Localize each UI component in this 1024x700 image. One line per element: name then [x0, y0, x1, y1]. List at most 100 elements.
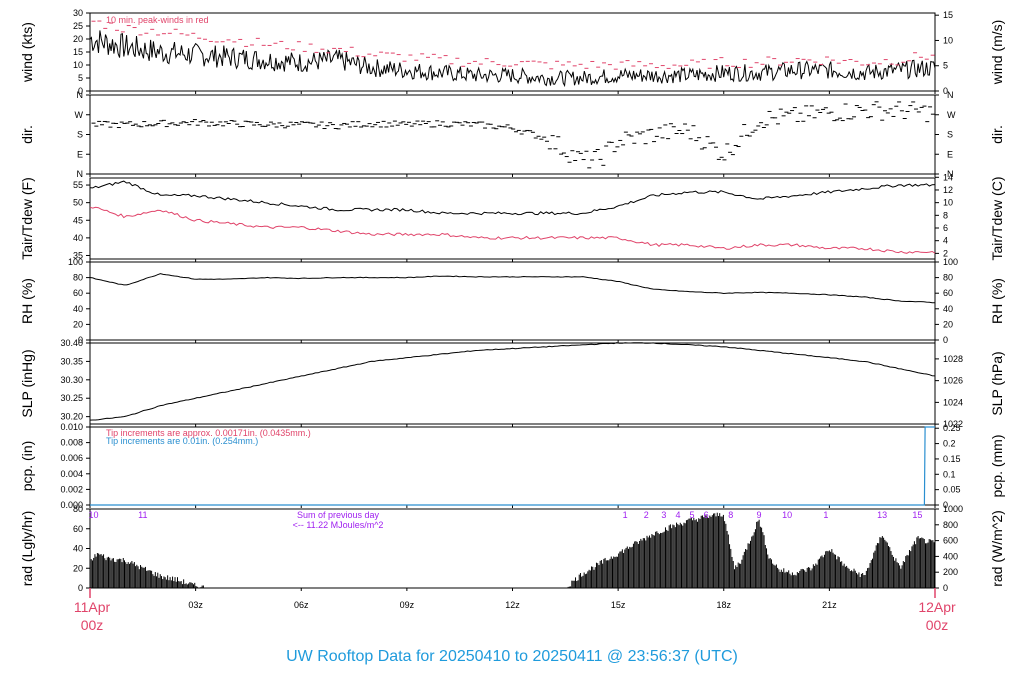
rad-ylabel-left: rad (Lgly/hr) [19, 511, 35, 586]
rh-line-0 [89, 273, 936, 304]
wind-ytick-label-right: 5 [943, 61, 948, 71]
slp-ytick-label-right: 1028 [943, 354, 963, 364]
rad-ytick-label-left: 20 [73, 563, 83, 573]
rad-ytick-label-left: 40 [73, 544, 83, 554]
pcp-ytick-label-left: 0.002 [60, 484, 83, 494]
wind-ytick-label-left: 20 [73, 34, 83, 44]
dir-ytick-label-left: N [77, 169, 84, 179]
wind-ylabel-right: wind (m/s) [989, 20, 1005, 86]
rad-annotation-value: <-- 11.22 MJoules/m^2 [293, 520, 384, 530]
rad-ytick-label-right: 600 [943, 536, 958, 546]
temp-ytick-label-right: 6 [943, 223, 948, 233]
slp-line-0 [89, 342, 936, 421]
x-start-date: 11Apr [74, 599, 111, 615]
rad-ytick-label-left: 80 [73, 504, 83, 514]
wind-ytick-label-left: 15 [73, 47, 83, 57]
slp-ytick-label-left: 30.30 [60, 375, 83, 385]
temp-ytick-label-left: 50 [73, 198, 83, 208]
rad-hour-marker: 5 [690, 510, 695, 520]
pcp-ytick-label-right: 0 [943, 500, 948, 510]
temp-ytick-label-left: 35 [73, 250, 83, 260]
rh-ytick-label-left: 100 [68, 257, 83, 267]
temp-ytick-label-left: 45 [73, 215, 83, 225]
pcp-ytick-label-left: 0.000 [60, 500, 83, 510]
pcp-ylabel-right: pcp. (mm) [989, 435, 1005, 498]
temp-ytick-label-right: 10 [943, 198, 953, 208]
slp-ylabel-right: SLP (hPa) [989, 351, 1005, 415]
wind-ytick-label-right: 15 [943, 10, 953, 20]
rad-hour-marker: 3 [661, 510, 666, 520]
x-tick-label: 18z [716, 600, 731, 610]
x-start-hour: 00z [81, 617, 104, 633]
slp-ytick-label-right: 1022 [943, 419, 963, 429]
temp-ytick-label-right: 12 [943, 185, 953, 195]
temp-ytick-label-right: 4 [943, 236, 948, 246]
dir-frame [89, 94, 936, 175]
pcp-ytick-label-left: 0.004 [60, 469, 83, 479]
rh-frame [89, 261, 936, 341]
dir-ytick-label-right: W [947, 110, 956, 120]
rad-hour-marker: 13 [877, 510, 887, 520]
rad-ylabel-right: rad (W/m^2) [989, 510, 1005, 587]
rad-ytick-label-left: 60 [73, 524, 83, 534]
rh-ytick-label-right: 80 [943, 273, 953, 283]
rad-hour-marker: 2 [644, 510, 649, 520]
dir-ytick-label-left: S [77, 130, 83, 140]
wind-ytick-label-right: 10 [943, 35, 953, 45]
rad-hour-marker: 1 [623, 510, 628, 520]
x-tick-label: 21z [822, 600, 837, 610]
wind-ytick-label-left: 25 [73, 21, 83, 31]
wind-frame [89, 12, 936, 92]
rad-ytick-label-right: 800 [943, 520, 958, 530]
rh-ytick-label-right: 0 [943, 335, 948, 345]
wind-ytick-label-left: 30 [73, 8, 83, 18]
rad-hour-marker: 15 [912, 510, 922, 520]
rad-hour-marker: 11 [138, 510, 147, 520]
dir-ytick-label-left: N [77, 90, 84, 100]
rh-ytick-label-right: 20 [943, 319, 953, 329]
slp-frame [89, 342, 936, 425]
temp-ytick-label-left: 40 [73, 233, 83, 243]
dir-ytick-label-right: N [947, 169, 954, 179]
temp-ylabel-left: Tair/Tdew (F) [19, 177, 35, 259]
dir-ytick-label-left: E [77, 149, 83, 159]
temp-ytick-label-left: 55 [73, 180, 83, 190]
wind-ytick-label-right: 0 [943, 86, 948, 96]
page-title: UW Rooftop Data for 20250410 to 20250411… [286, 648, 738, 665]
temp-line-0 [89, 180, 936, 216]
pcp-ylabel-left: pcp. (in) [19, 441, 35, 492]
pcp-ytick-label-right: 0.2 [943, 439, 956, 449]
wind-ytick-label-left: 5 [78, 73, 83, 83]
rad-annotation-sum: Sum of previous day [297, 510, 380, 520]
rh-ytick-label-left: 60 [73, 288, 83, 298]
slp-ytick-label-left: 30.20 [60, 412, 83, 422]
temp-ytick-label-right: 2 [943, 248, 948, 258]
rh-ytick-label-left: 40 [73, 304, 83, 314]
pcp-line [90, 426, 935, 506]
rh-ytick-label-right: 100 [943, 257, 958, 267]
rad-hour-marker: 8 [728, 510, 733, 520]
dir-ytick-label-left: W [75, 110, 84, 120]
slp-ytick-label-right: 1024 [943, 397, 963, 407]
rad-ytick-label-left: 0 [78, 583, 83, 593]
temp-ytick-label-right: 8 [943, 210, 948, 220]
wind-annotation: 10 min. peak-winds in red [106, 15, 209, 25]
rh-ytick-label-left: 0 [78, 335, 83, 345]
pcp-ytick-label-left: 0.008 [60, 438, 83, 448]
temp-ytick-label-right: 14 [943, 172, 953, 182]
rad-hour-marker: 9 [756, 510, 761, 520]
rh-ytick-label-right: 40 [943, 304, 953, 314]
temp-line-1 [89, 206, 936, 254]
slp-ytick-label-left: 30.35 [60, 356, 83, 366]
rad-hour-marker: 1 [823, 510, 828, 520]
rad-hour-marker: 4 [675, 510, 680, 520]
slp-ylabel-left: SLP (inHg) [19, 349, 35, 417]
x-tick-label: 03z [188, 600, 203, 610]
rh-ylabel-left: RH (%) [19, 278, 35, 324]
temp-ylabel-right: Tair/Tdew (C) [989, 176, 1005, 260]
rh-ytick-label-right: 60 [943, 288, 953, 298]
x-tick-label: 09z [400, 600, 415, 610]
slp-ytick-label-left: 30.25 [60, 393, 83, 403]
pcp-ytick-label-right: 0.1 [943, 469, 956, 479]
